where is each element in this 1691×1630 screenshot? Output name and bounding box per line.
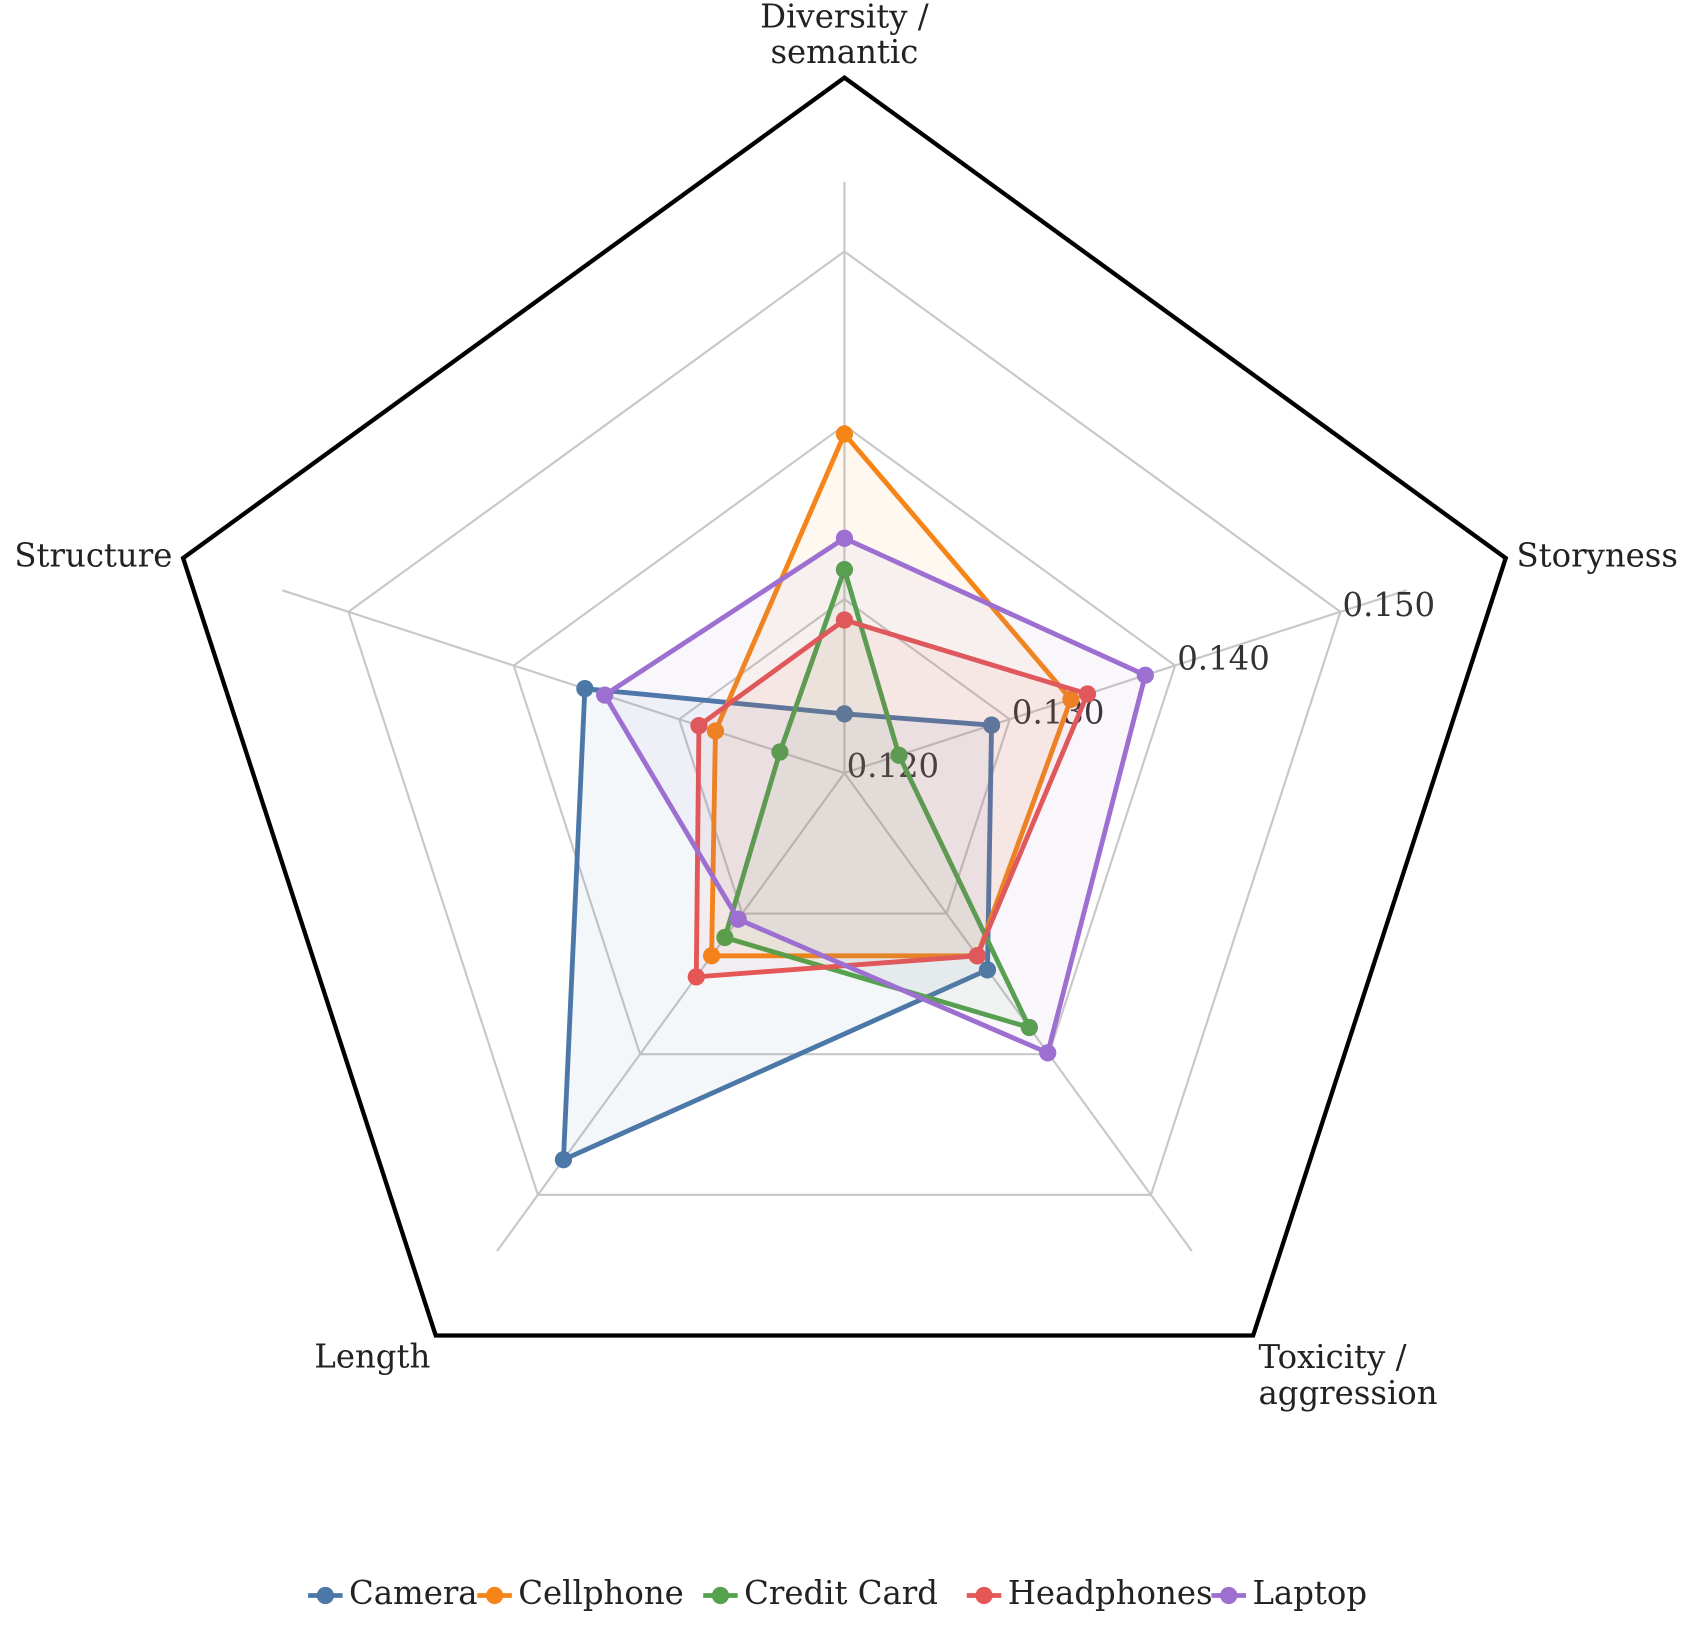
legend-marker bbox=[975, 1586, 993, 1605]
spoke bbox=[496, 772, 846, 1252]
point bbox=[729, 910, 747, 928]
point bbox=[982, 716, 1001, 734]
point bbox=[576, 679, 594, 698]
legend-label: Camera bbox=[349, 1574, 478, 1612]
point bbox=[716, 928, 734, 947]
spoke bbox=[844, 589, 1407, 774]
legend-marker bbox=[316, 1586, 334, 1605]
legend-label: Laptop bbox=[1252, 1574, 1367, 1612]
point bbox=[1020, 1018, 1038, 1037]
point bbox=[702, 947, 721, 965]
axis-label: Diversity / semantic bbox=[760, 0, 929, 70]
series-area bbox=[724, 569, 1030, 1028]
tick-label: 0.140 bbox=[1177, 640, 1270, 678]
legend-marker bbox=[1220, 1586, 1238, 1605]
series-area bbox=[696, 619, 1088, 977]
point bbox=[890, 746, 908, 764]
point bbox=[596, 686, 614, 704]
axis-label: Storyness bbox=[1517, 537, 1678, 575]
series-line bbox=[693, 617, 1090, 980]
point bbox=[1136, 666, 1154, 684]
series-line bbox=[561, 686, 994, 1163]
legend-label: Cellphone bbox=[518, 1574, 683, 1612]
point bbox=[835, 529, 854, 547]
series-line bbox=[602, 535, 1148, 1056]
spoke bbox=[843, 772, 1193, 1252]
point bbox=[706, 722, 725, 740]
legend: Camera Cellphone Credit Card Headphones Lapt… bbox=[308, 1574, 1367, 1612]
point bbox=[835, 425, 854, 443]
outer-frame bbox=[180, 74, 1509, 1338]
point bbox=[968, 947, 986, 965]
axis-label: Structure bbox=[14, 537, 172, 575]
series-line bbox=[709, 431, 1074, 959]
point bbox=[835, 560, 854, 579]
point bbox=[1078, 685, 1097, 703]
grid-ring bbox=[512, 423, 1177, 1056]
point bbox=[687, 968, 705, 986]
point bbox=[771, 743, 789, 761]
legend-marker bbox=[485, 1586, 504, 1605]
axis-label: Toxicity / aggression bbox=[1259, 1338, 1438, 1412]
legend-label: Headphones bbox=[1008, 1574, 1213, 1612]
axis-label: Length bbox=[314, 1338, 430, 1376]
point bbox=[1062, 690, 1080, 708]
point bbox=[1039, 1044, 1057, 1062]
point bbox=[835, 705, 854, 723]
point bbox=[835, 611, 854, 629]
spoke bbox=[281, 589, 845, 774]
point bbox=[554, 1151, 573, 1169]
point bbox=[978, 961, 997, 979]
legend-marker bbox=[711, 1586, 730, 1605]
series-line bbox=[722, 567, 1032, 1030]
grid-ring bbox=[347, 250, 1342, 1196]
tick-label: 0.150 bbox=[1343, 586, 1436, 624]
point bbox=[690, 717, 708, 735]
series-area bbox=[604, 538, 1146, 1053]
legend-label: Credit Card bbox=[744, 1574, 938, 1612]
